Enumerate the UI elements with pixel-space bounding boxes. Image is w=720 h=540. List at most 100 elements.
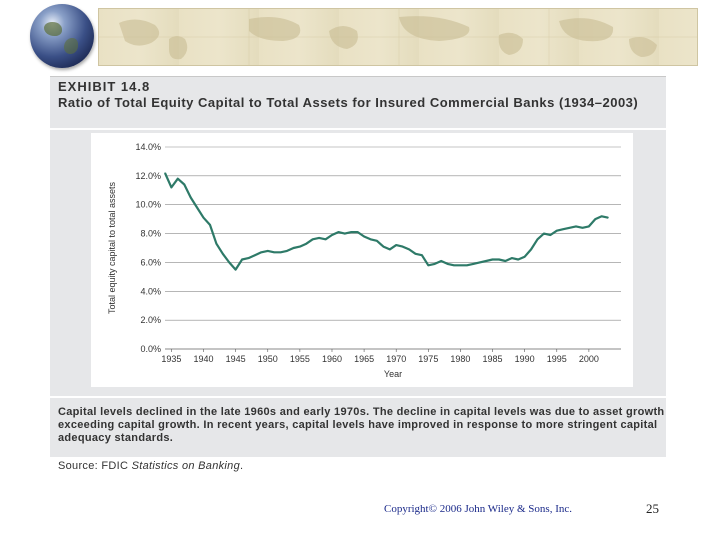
data-point (254, 254, 256, 256)
data-point (543, 233, 545, 235)
x-tick-label: 1945 (226, 354, 246, 364)
exhibit-number: EXHIBIT 14.8 (58, 79, 151, 94)
data-point (190, 196, 192, 199)
data-point (299, 246, 301, 248)
page-number: 25 (646, 501, 659, 516)
line-chart: 0.0% 2.0% 4.0% 6.0% 8.0% 10.0% 12.0% 14.0% 1935 1… (107, 142, 621, 379)
data-point (536, 238, 539, 240)
data-point (292, 247, 295, 249)
data-point (376, 240, 378, 242)
x-tick-label: 1955 (290, 354, 310, 364)
data-point (594, 218, 596, 220)
x-tick-label: 1940 (194, 354, 214, 364)
data-point (369, 238, 372, 240)
source-end: . (240, 460, 244, 472)
data-point (267, 250, 269, 252)
data-point (485, 260, 487, 262)
data-point (273, 251, 275, 253)
exhibit-caption: Capital levels declined in the late 1960… (58, 406, 665, 444)
globe-continent-1 (44, 22, 62, 36)
globe-continent-2 (64, 38, 78, 54)
data-point (389, 248, 391, 250)
x-tick-label: 2000 (579, 354, 599, 364)
x-tick-label: 1970 (386, 354, 406, 364)
y-tick-label: 8.0% (140, 229, 161, 239)
y-tick-label: 0.0% (140, 344, 161, 354)
y-tick-label: 4.0% (140, 286, 161, 296)
source-publication: Statistics on Banking (131, 460, 241, 472)
x-tick-label: 1965 (354, 354, 374, 364)
data-point (491, 258, 494, 261)
data-point (202, 217, 205, 219)
data-point (453, 264, 455, 266)
data-point (549, 234, 551, 236)
x-tick-label: 1935 (161, 354, 181, 364)
data-point (601, 215, 603, 217)
source-label: Source: FDIC (58, 460, 132, 472)
caption-divider (50, 396, 666, 398)
data-point (312, 238, 314, 240)
data-point (421, 254, 423, 256)
x-tick-label: 1950 (258, 354, 278, 364)
data-point (414, 253, 417, 255)
data-point (209, 224, 211, 226)
y-tick-label: 10.0% (135, 200, 161, 210)
data-point (177, 178, 179, 180)
x-tick-label: 1980 (450, 354, 470, 364)
x-tick-label: 1960 (322, 354, 342, 364)
data-point (196, 207, 198, 209)
data-point (408, 248, 410, 250)
data-point (588, 225, 590, 227)
data-point (434, 263, 436, 265)
data-point (479, 261, 481, 263)
data-point (260, 251, 262, 253)
data-point (170, 186, 172, 188)
x-axis-label: Year (384, 369, 402, 379)
data-point (325, 238, 327, 240)
copyright-footer: Copyright© 2006 John Wiley & Sons, Inc. (384, 503, 572, 515)
data-point (472, 263, 474, 265)
world-map-banner (98, 8, 698, 66)
data-point (183, 183, 185, 186)
data-point (607, 217, 609, 219)
data-point (344, 233, 346, 235)
data-point (530, 248, 532, 250)
data-point (247, 257, 250, 259)
y-tick-label: 14.0% (135, 142, 161, 152)
data-point (466, 264, 468, 266)
data-point (318, 237, 320, 239)
x-tick-label: 1985 (483, 354, 503, 364)
chart-area: 0.0% 2.0% 4.0% 6.0% 8.0% 10.0% 12.0% 14.0% 1935 1… (91, 133, 633, 387)
data-point (305, 243, 307, 245)
data-point (569, 227, 571, 229)
data-point (511, 257, 513, 259)
data-point (498, 258, 500, 261)
source-note: Source: FDIC Statistics on Banking. (58, 460, 243, 472)
data-point (395, 244, 397, 246)
world-map-decoration (99, 9, 697, 65)
series-line (163, 172, 609, 271)
data-point (402, 246, 404, 248)
x-tick-label: 1990 (515, 354, 535, 364)
data-point (363, 235, 365, 238)
data-point (357, 231, 359, 233)
data-point (215, 243, 217, 245)
data-point (222, 253, 224, 255)
data-point (504, 260, 506, 262)
data-point (337, 231, 339, 233)
data-point (459, 264, 461, 266)
data-point (427, 264, 429, 266)
x-tick-label: 1975 (418, 354, 438, 364)
data-point (556, 230, 558, 232)
globe-logo (30, 4, 94, 68)
data-point (331, 234, 333, 236)
data-point (164, 172, 166, 174)
data-point (280, 251, 282, 253)
data-point (235, 269, 237, 271)
exhibit-title: Ratio of Total Equity Capital to Total A… (58, 95, 639, 110)
data-point (562, 228, 564, 230)
title-divider (50, 128, 666, 130)
y-tick-label: 6.0% (140, 257, 161, 267)
data-point (241, 258, 243, 261)
data-point (517, 258, 519, 261)
